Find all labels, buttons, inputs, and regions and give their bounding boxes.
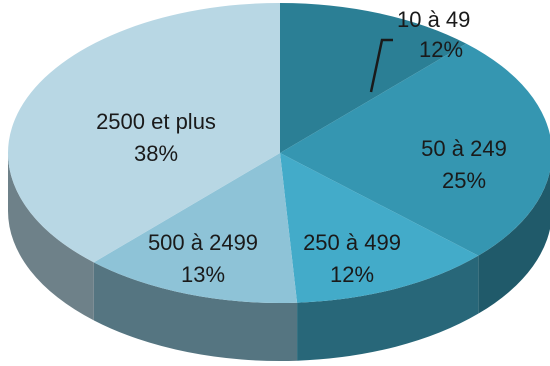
slice-label-50-249: 50 à 249: [421, 136, 507, 161]
slice-label-2500-plus: 2500 et plus: [96, 109, 216, 134]
pie-slice-2500-et-plus: [7, 3, 280, 263]
slice-value-250-499: 12%: [330, 262, 374, 287]
slice-value-500-2499: 13%: [181, 262, 225, 287]
pie-side-250-499: [297, 255, 479, 361]
pie-side-2500-et-plus: [8, 153, 94, 321]
pie-slice-500-2499: [93, 153, 298, 303]
slice-value-10-49: 12%: [419, 37, 463, 62]
slice-value-2500-plus: 38%: [134, 141, 178, 166]
pie-labels: 10 à 49 12% 50 à 249 25% 250 à 499 12% 5…: [96, 7, 507, 287]
pie-sides: [8, 153, 550, 361]
slice-label-250-499: 250 à 499: [303, 230, 401, 255]
pie-slice-50-249: [280, 43, 550, 256]
pie-slice-250-499: [280, 153, 479, 303]
slice-label-500-2499: 500 à 2499: [148, 230, 258, 255]
leader-line: [369, 38, 393, 93]
pie-side-50-249: [478, 170, 550, 314]
pie-top: [7, 3, 550, 303]
slice-label-10-49: 10 à 49: [397, 7, 470, 32]
slice-value-50-249: 25%: [442, 168, 486, 193]
pie-side-500-2499: [93, 262, 298, 361]
